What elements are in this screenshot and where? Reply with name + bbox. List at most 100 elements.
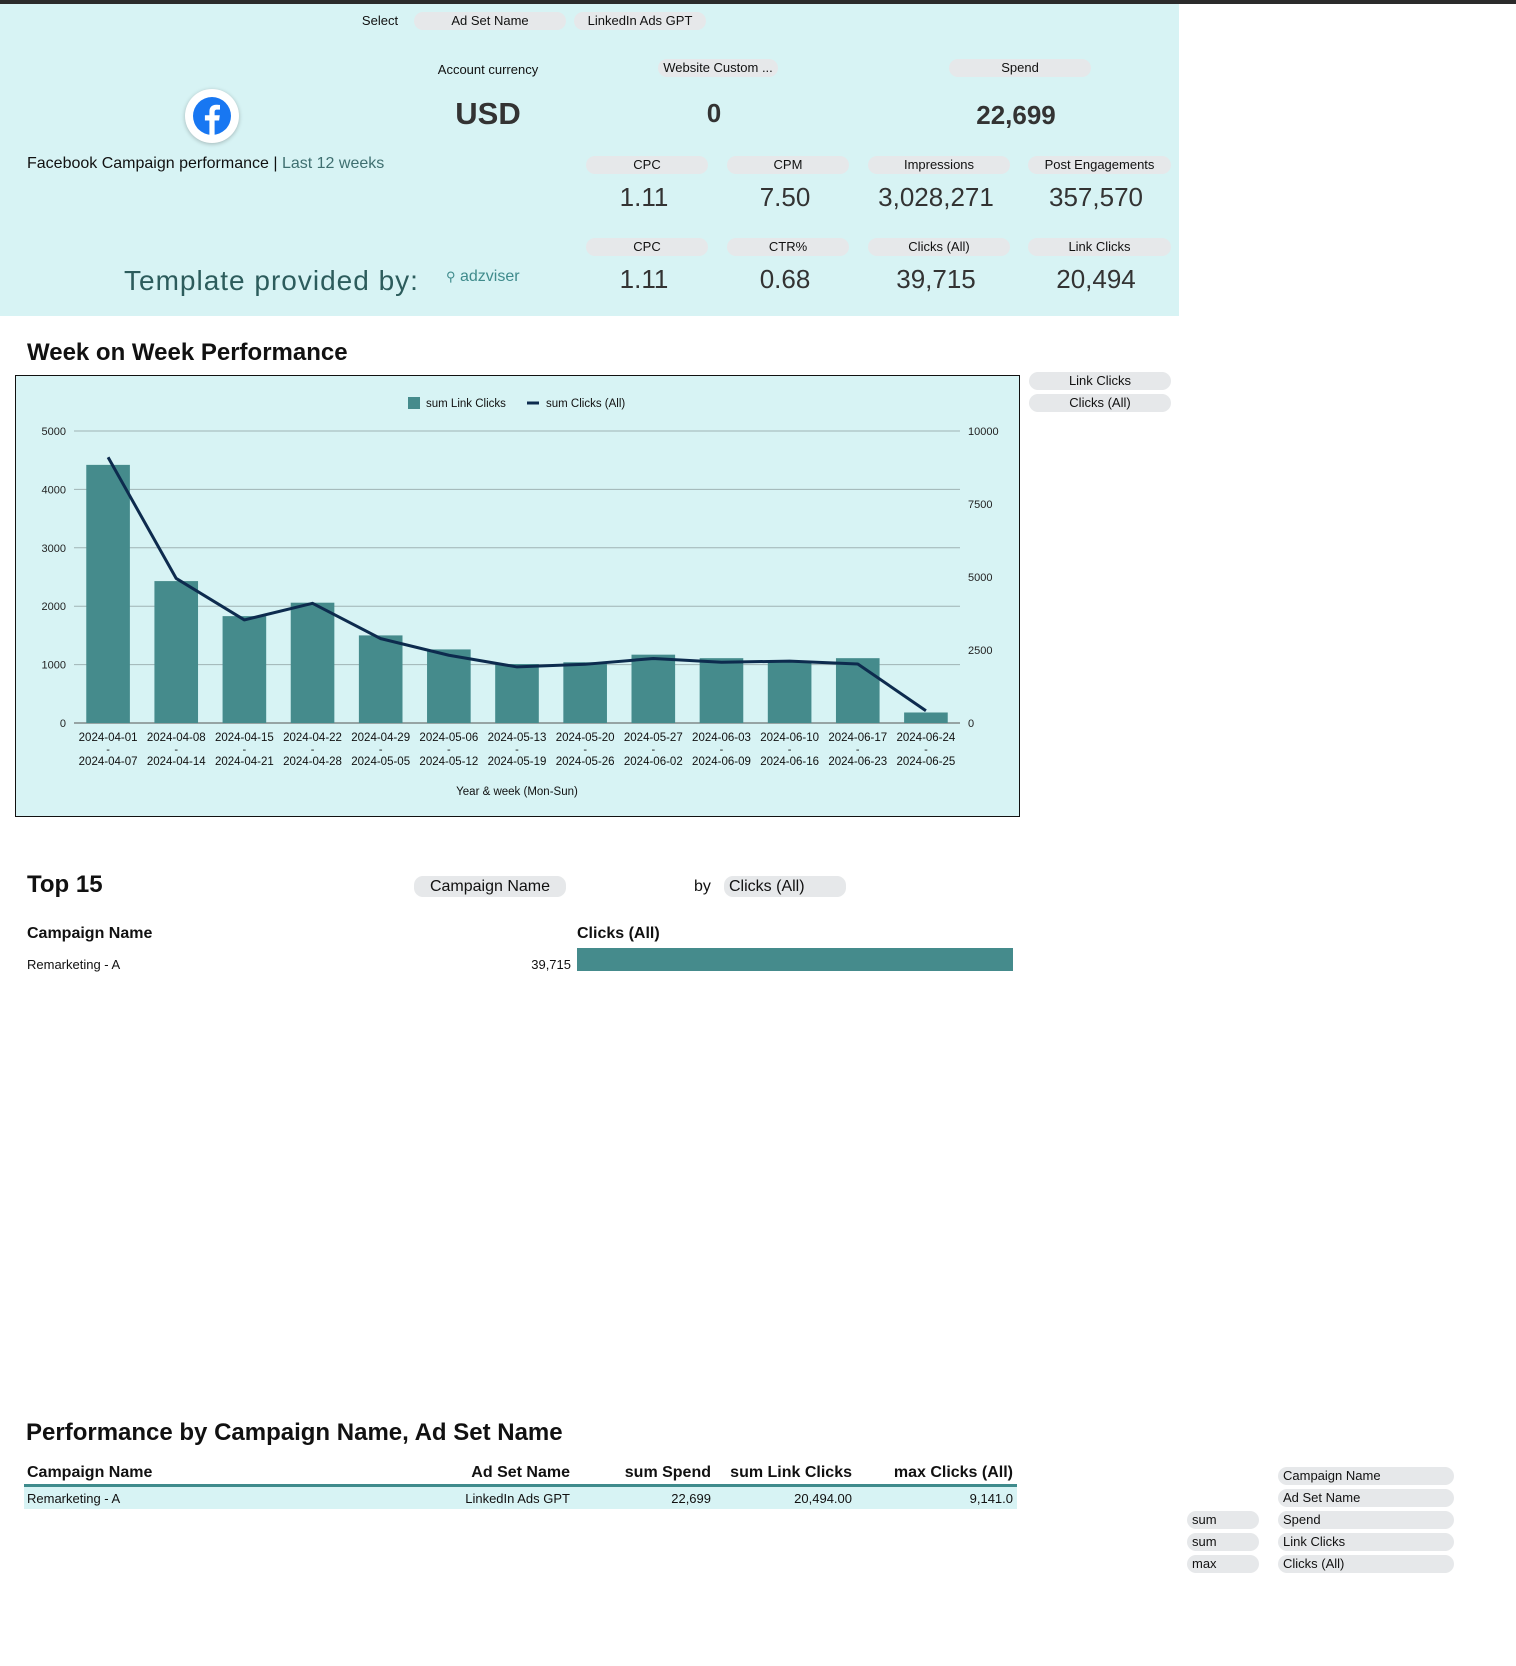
x-tick-label-end: 2024-05-05: [351, 756, 410, 768]
perf-col-adset[interactable]: Ad Set Name: [471, 1464, 570, 1481]
perf-header-divider: [24, 1484, 1017, 1487]
top15-row-value: 39,715: [531, 957, 571, 972]
x-tick-label-dash: -: [651, 744, 655, 756]
top15-title: Top 15: [27, 871, 103, 898]
perf-col-campaign[interactable]: Campaign Name: [27, 1464, 153, 1481]
kpi2-clicks-all-pill[interactable]: Clicks (All): [868, 238, 1010, 256]
x-tick-label-start: 2024-05-20: [556, 732, 615, 744]
facebook-icon: [193, 97, 231, 135]
magnifier-icon: ⚲: [446, 269, 456, 284]
x-tick-label-start: 2024-04-29: [351, 732, 410, 744]
wow-metric-pill-2[interactable]: Clicks (All): [1029, 394, 1171, 412]
y-left-tick-label: 5000: [42, 426, 66, 438]
field-clicks-all[interactable]: Clicks (All): [1278, 1555, 1454, 1573]
legend-bar-label: sum Link Clicks: [426, 398, 506, 410]
kpi2-cpc-value: 1.11: [619, 264, 669, 294]
bar: [563, 662, 607, 723]
perf-col-spend[interactable]: sum Spend: [624, 1464, 711, 1481]
x-tick-label-dash: -: [720, 744, 724, 756]
brand-name: adzviser: [459, 268, 520, 285]
adset-filter-pill[interactable]: Ad Set Name: [414, 12, 566, 30]
perf-row-campaign: Remarketing - A: [27, 1491, 121, 1506]
top15-by-label: by: [694, 878, 711, 895]
kpi2-link-clicks-value: 20,494: [1056, 264, 1136, 294]
kpi1-post-engagements-pill[interactable]: Post Engagements: [1028, 156, 1171, 174]
kpi1-impressions-value: 3,028,271: [878, 182, 994, 212]
perf-col-clicks-all[interactable]: max Clicks (All): [893, 1464, 1013, 1481]
website-metric-value: 0: [706, 98, 722, 128]
adset-filter-value[interactable]: LinkedIn Ads GPT: [574, 12, 706, 30]
y-left-tick-label: 1000: [42, 660, 66, 672]
y-left-tick-label: 3000: [42, 543, 66, 555]
website-metric-pill[interactable]: Website Custom ...: [658, 59, 778, 77]
bar: [495, 664, 539, 723]
kpi1-impressions-pill[interactable]: Impressions: [868, 156, 1010, 174]
field-spend[interactable]: Spend: [1278, 1511, 1454, 1529]
report-title-main: Facebook Campaign performance |: [27, 155, 282, 172]
x-tick-label-end: 2024-05-26: [556, 756, 615, 768]
field-link-clicks-agg[interactable]: sum: [1187, 1533, 1259, 1551]
wow-chart: 0 1000 2000 3000 4000 5000 0 2500 5000 7500 10000 2…: [42, 397, 999, 798]
spend-pill[interactable]: Spend: [949, 59, 1091, 77]
x-tick-label-end: 2024-04-14: [147, 756, 206, 768]
currency-value: USD: [455, 96, 521, 131]
perf-row-adset: LinkedIn Ads GPT: [465, 1491, 570, 1506]
x-tick-label-dash: -: [311, 744, 315, 756]
wow-chart-container: 0 1000 2000 3000 4000 5000 0 2500 5000 7500 10000 2…: [15, 375, 1020, 817]
y-right-tick-label: 2500: [968, 645, 992, 657]
window-top-bar: [0, 0, 1516, 4]
field-adset-name[interactable]: Ad Set Name: [1278, 1489, 1454, 1507]
x-tick-label-start: 2024-04-22: [283, 732, 342, 744]
perf-row-link-clicks: 20,494.00: [794, 1491, 852, 1506]
field-spend-agg[interactable]: sum: [1187, 1511, 1259, 1529]
bar: [904, 712, 948, 723]
perf-row-spend: 22,699: [671, 1491, 711, 1506]
series-line: [106, 456, 927, 712]
top15-row-bar: [577, 948, 1013, 971]
wow-metric-pill-1[interactable]: Link Clicks: [1029, 372, 1171, 390]
perf-col-link-clicks[interactable]: sum Link Clicks: [730, 1464, 852, 1481]
x-tick-label-dash: -: [856, 744, 860, 756]
x-tick-label-start: 2024-06-17: [828, 732, 887, 744]
x-tick-label-dash: -: [447, 744, 451, 756]
top15-metric-pill[interactable]: Clicks (All): [724, 876, 846, 897]
bar: [699, 658, 744, 723]
y-left-tick-label: 4000: [42, 484, 66, 496]
wow-title: Week on Week Performance: [27, 339, 348, 366]
y-left-tick-label: 2000: [42, 601, 66, 613]
x-tick-label-dash: -: [106, 744, 110, 756]
x-tick-label-dash: -: [583, 744, 587, 756]
kpi1-cpm-pill[interactable]: CPM: [727, 156, 849, 174]
kpi2-cpc-pill[interactable]: CPC: [586, 238, 708, 256]
adzviser-logo[interactable]: ⚲ adzviser: [446, 268, 520, 286]
bar: [767, 662, 812, 723]
kpi1-cpc-pill[interactable]: CPC: [586, 156, 708, 174]
bar: [835, 658, 880, 723]
perf-title: Performance by Campaign Name, Ad Set Nam…: [26, 1419, 563, 1446]
x-axis-label: Year & week (Mon-Sun): [456, 786, 578, 798]
kpi2-ctr-pill[interactable]: CTR%: [727, 238, 849, 256]
currency-label: Account currency: [437, 62, 539, 77]
kpi1-cpm-value: 7.50: [759, 182, 811, 212]
y-right-tick-label: 5000: [968, 572, 992, 584]
x-tick-label-dash: -: [788, 744, 792, 756]
x-tick-label-end: 2024-06-25: [897, 756, 956, 768]
x-tick-label-dash: -: [243, 744, 247, 756]
bar: [631, 654, 676, 723]
x-tick-label-start: 2024-04-01: [79, 732, 138, 744]
report-title-period: Last 12 weeks: [281, 155, 385, 172]
x-tick-label-start: 2024-05-06: [419, 732, 478, 744]
x-tick-label-start: 2024-06-03: [692, 732, 751, 744]
kpi2-ctr-value: 0.68: [759, 264, 811, 294]
x-tick-label-start: 2024-04-15: [215, 732, 274, 744]
x-tick-label-end: 2024-06-02: [624, 756, 683, 768]
top15-dimension-pill[interactable]: Campaign Name: [414, 876, 566, 897]
field-clicks-all-agg[interactable]: max: [1187, 1555, 1259, 1573]
x-tick-label-start: 2024-06-24: [897, 732, 956, 744]
bar: [290, 602, 335, 723]
kpi2-link-clicks-pill[interactable]: Link Clicks: [1028, 238, 1171, 256]
perf-row-clicks-all: 9,141.0: [969, 1491, 1013, 1506]
field-campaign-name[interactable]: Campaign Name: [1278, 1467, 1454, 1485]
field-link-clicks[interactable]: Link Clicks: [1278, 1533, 1454, 1551]
report-title: Facebook Campaign performance | Last 12 …: [27, 155, 384, 173]
